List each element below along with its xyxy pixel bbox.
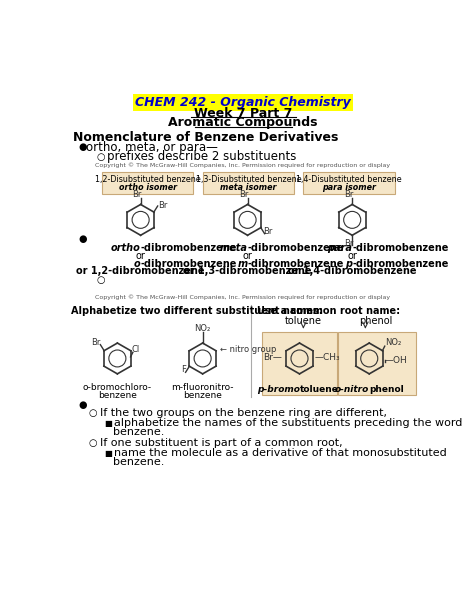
Text: o-nitro: o-nitro: [335, 385, 369, 394]
Text: para: para: [327, 243, 352, 253]
Text: or 1,2-dibromobenzene: or 1,2-dibromobenzene: [76, 267, 205, 276]
Text: Br: Br: [263, 227, 273, 236]
Text: benzene: benzene: [98, 391, 137, 400]
Text: o-bromochloro-: o-bromochloro-: [83, 383, 152, 392]
Text: F: F: [181, 365, 186, 375]
Text: ← nitro group: ← nitro group: [220, 345, 277, 354]
FancyBboxPatch shape: [102, 172, 193, 194]
Text: Copyright © The McGraw-Hill Companies, Inc. Permission required for reproduction: Copyright © The McGraw-Hill Companies, I…: [95, 162, 391, 168]
Text: o: o: [134, 259, 141, 268]
Text: -dibromobenzene: -dibromobenzene: [247, 259, 344, 268]
Text: m: m: [237, 259, 247, 268]
Text: Alphabetize two different substituent names:: Alphabetize two different substituent na…: [71, 306, 323, 316]
Text: NO₂: NO₂: [194, 324, 211, 333]
Text: Br: Br: [344, 239, 353, 248]
Text: -dibromobenzene: -dibromobenzene: [352, 243, 448, 253]
Text: Cl: Cl: [131, 345, 139, 354]
Text: p: p: [345, 259, 352, 268]
Text: Aromatic Compounds: Aromatic Compounds: [168, 116, 318, 129]
Text: ■: ■: [104, 419, 112, 428]
Text: ○: ○: [96, 152, 105, 162]
Text: Week 7 Part 7: Week 7 Part 7: [194, 107, 292, 120]
Text: meta: meta: [219, 243, 247, 253]
Text: If one substituent is part of a common root,: If one substituent is part of a common r…: [100, 438, 342, 448]
Text: 1,4-Disubstituted benzene: 1,4-Disubstituted benzene: [296, 175, 402, 185]
Text: CHEM 242 - Organic Chemistry: CHEM 242 - Organic Chemistry: [135, 96, 351, 109]
Text: -dibromobenzene: -dibromobenzene: [141, 243, 237, 253]
Text: Br: Br: [239, 190, 248, 199]
Text: -dibromobenzene: -dibromobenzene: [247, 243, 344, 253]
Text: ●: ●: [79, 142, 87, 153]
Text: NO₂: NO₂: [385, 338, 401, 346]
Text: para isomer: para isomer: [322, 183, 376, 192]
Text: Use a common root name:: Use a common root name:: [257, 306, 400, 316]
Text: Br: Br: [132, 190, 141, 199]
FancyBboxPatch shape: [303, 172, 395, 194]
Text: phenol: phenol: [369, 385, 404, 394]
Text: ■: ■: [104, 449, 112, 458]
Text: ○: ○: [89, 408, 97, 418]
Text: ortho: ortho: [111, 243, 141, 253]
Text: or: or: [243, 251, 253, 261]
Text: Copyright © The McGraw-Hill Companies, Inc. Permission required for reproduction: Copyright © The McGraw-Hill Companies, I…: [95, 294, 391, 300]
Text: phenol: phenol: [359, 316, 392, 327]
Text: —OH: —OH: [385, 356, 408, 365]
Text: or 1,4-dibromobenzene: or 1,4-dibromobenzene: [288, 267, 417, 276]
Text: name the molecule as a derivative of that monosubstituted: name the molecule as a derivative of tha…: [113, 448, 446, 458]
Text: prefixes describe 2 substituents: prefixes describe 2 substituents: [107, 150, 297, 163]
FancyBboxPatch shape: [262, 332, 337, 395]
Text: If the two groups on the benzene ring are different,: If the two groups on the benzene ring ar…: [100, 408, 387, 418]
Text: benzene: benzene: [183, 391, 222, 400]
Text: or: or: [347, 251, 357, 261]
Text: -dibromobenzene: -dibromobenzene: [352, 259, 448, 268]
Text: ortho, meta, or para—: ortho, meta, or para—: [86, 141, 218, 154]
FancyBboxPatch shape: [202, 172, 294, 194]
Text: 1,2-Disubstituted benzene: 1,2-Disubstituted benzene: [95, 175, 201, 185]
Text: Nomenclature of Benzene Derivatives: Nomenclature of Benzene Derivatives: [73, 131, 338, 144]
Text: toluene: toluene: [285, 316, 322, 327]
Text: benzene.: benzene.: [113, 457, 165, 467]
Text: Br: Br: [344, 190, 353, 199]
Text: -dibromobenzene: -dibromobenzene: [141, 259, 237, 268]
Text: 1,3-Disubstituted benzene: 1,3-Disubstituted benzene: [196, 175, 301, 185]
Text: m-fluoronitro-: m-fluoronitro-: [172, 383, 234, 392]
Text: or: or: [136, 251, 146, 261]
Text: ortho isomer: ortho isomer: [118, 183, 177, 192]
Text: alphabetize the names of the substituents preceding the word: alphabetize the names of the substituent…: [113, 418, 462, 428]
Text: ●: ●: [79, 234, 87, 244]
Text: Br—: Br—: [264, 353, 283, 362]
Text: or 1,3-dibromobenzene: or 1,3-dibromobenzene: [183, 267, 312, 276]
Text: ○: ○: [96, 275, 105, 285]
Text: benzene.: benzene.: [113, 427, 165, 438]
Text: meta isomer: meta isomer: [220, 183, 277, 192]
Text: Br: Br: [158, 200, 167, 210]
Text: toluene: toluene: [300, 385, 338, 394]
Text: ●: ●: [79, 400, 87, 409]
Text: —CH₃: —CH₃: [315, 353, 341, 362]
Text: p-bromo: p-bromo: [256, 385, 300, 394]
FancyBboxPatch shape: [338, 332, 416, 395]
Text: Br: Br: [91, 338, 100, 346]
Text: ○: ○: [89, 438, 97, 448]
